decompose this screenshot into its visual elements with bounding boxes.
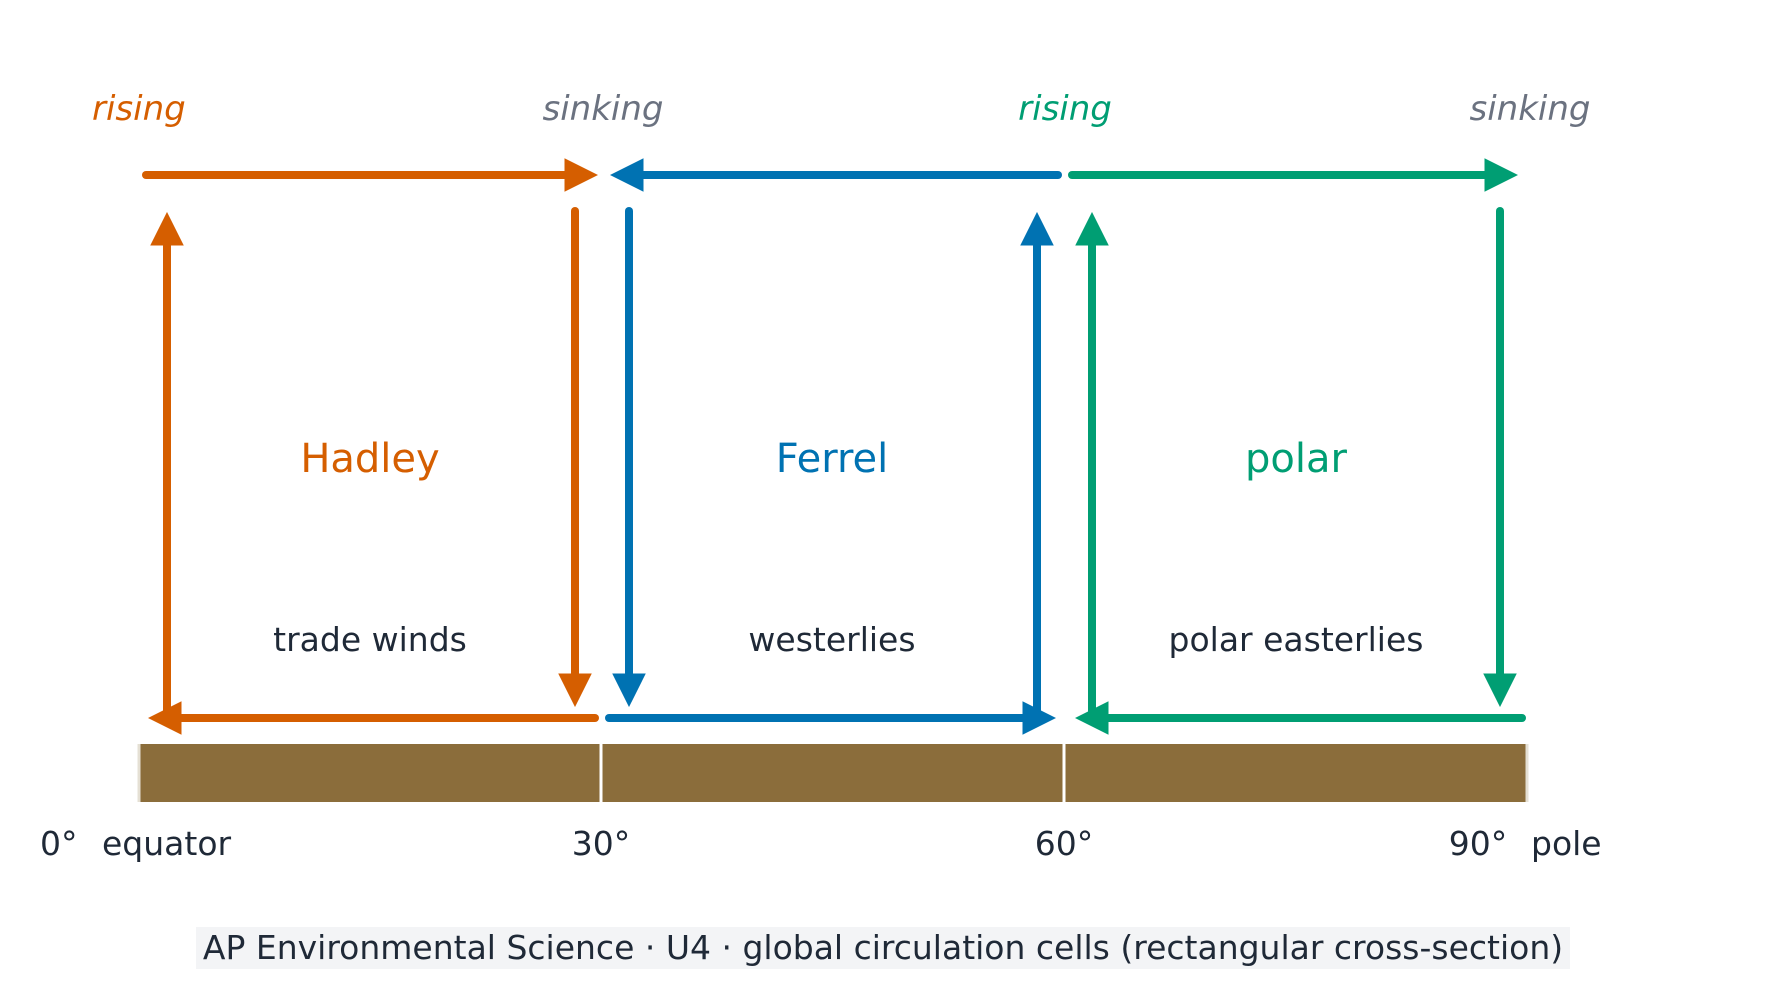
hadley-cell: [142, 158, 599, 735]
pole-label: pole: [1531, 824, 1602, 863]
diagram-caption: AP Environmental Science · U4 · global c…: [203, 928, 1563, 967]
rising-label-equator: rising: [92, 89, 186, 129]
caption-background: [196, 927, 1570, 969]
latitude-label-30: 30°: [572, 824, 631, 863]
latitude-label-60: 60°: [1035, 824, 1094, 863]
polar-cell: [1068, 158, 1526, 735]
hadley-cell-name: Hadley: [300, 436, 439, 482]
equator-label: equator: [102, 824, 232, 863]
rising-label-60: rising: [1018, 89, 1112, 129]
ground-segment-30-60: [601, 744, 1064, 802]
westerlies-label: westerlies: [748, 620, 915, 659]
trade-winds-label: trade winds: [273, 620, 467, 659]
ground-segment-60-90: [1064, 744, 1528, 802]
latitude-label-0: 0°: [40, 824, 78, 863]
ground-bar: [137, 744, 1529, 802]
ferrel-cell: [605, 158, 1062, 735]
sinking-label-pole: sinking: [1470, 89, 1591, 129]
ferrel-cell-name: Ferrel: [776, 436, 888, 482]
ground-segment-0-30: [139, 744, 601, 802]
latitude-label-90: 90°: [1449, 824, 1508, 863]
polar-easterlies-label: polar easterlies: [1169, 620, 1424, 659]
polar-cell-name: polar: [1245, 436, 1347, 482]
sinking-label-30: sinking: [543, 89, 664, 129]
